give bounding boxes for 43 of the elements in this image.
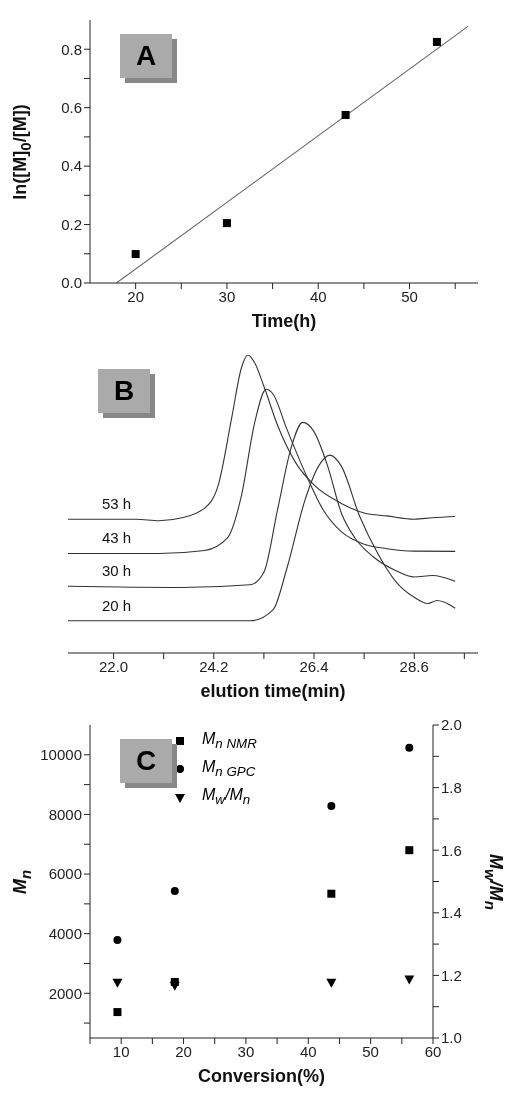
x-axis-title: Time(h) bbox=[250, 311, 318, 332]
y-tick-label: 4000 bbox=[48, 924, 82, 942]
x-tick-label: 40 bbox=[299, 1042, 317, 1060]
text: A bbox=[120, 34, 172, 78]
x-tick-label: 30 bbox=[218, 287, 236, 305]
y-tick-label: 2000 bbox=[48, 984, 82, 1002]
text: C bbox=[120, 739, 172, 783]
x-axis-title: Conversion(%) bbox=[197, 1066, 326, 1087]
series-label: 20 h bbox=[102, 596, 132, 614]
x-tick-label: 20 bbox=[127, 287, 144, 305]
series-label: 43 h bbox=[102, 529, 132, 547]
series-label: 53 h bbox=[102, 495, 132, 513]
legend-label: M$_{n NMR}$ bbox=[202, 730, 257, 752]
y2-tick-label: 1.0 bbox=[441, 1029, 462, 1047]
x-tick-label: 22.0 bbox=[98, 657, 129, 675]
y-tick-label: 0.6 bbox=[61, 98, 82, 116]
y-tick-label: 10000 bbox=[40, 746, 82, 764]
series-label: 30 h bbox=[102, 562, 132, 580]
y2-tick-label: 1.4 bbox=[441, 904, 462, 922]
x-tick-label: 10 bbox=[112, 1042, 130, 1060]
y-tick-label: 0.2 bbox=[61, 215, 82, 233]
y2-tick-label: 2.0 bbox=[441, 716, 462, 734]
y-tick-label: 0.8 bbox=[61, 40, 82, 58]
x-tick-label: 20 bbox=[175, 1042, 192, 1060]
x-tick-label: 40 bbox=[309, 287, 327, 305]
y-tick-label: 0.4 bbox=[61, 157, 82, 175]
x-tick-label: 30 bbox=[237, 1042, 255, 1060]
legend-label: M$_{n GPC}$ bbox=[202, 758, 256, 780]
x-tick-label: 50 bbox=[362, 1042, 379, 1060]
x-tick-label: 28.6 bbox=[399, 657, 429, 675]
legend-label: M$_{w}$/M$_{n}$ bbox=[202, 786, 251, 808]
x-tick-label: 60 bbox=[424, 1042, 442, 1060]
x-axis-title: elution time(min) bbox=[199, 681, 347, 702]
y2-tick-label: 1.8 bbox=[441, 778, 462, 796]
x-tick-label: 24.2 bbox=[199, 657, 229, 675]
x-tick-label: 26.4 bbox=[299, 657, 329, 675]
y2-tick-label: 1.2 bbox=[441, 966, 462, 984]
y-tick-label: 0.0 bbox=[61, 274, 82, 292]
text: B bbox=[98, 369, 150, 413]
y-tick-label: 8000 bbox=[48, 805, 82, 823]
x-tick-label: 50 bbox=[401, 287, 418, 305]
y2-tick-label: 1.6 bbox=[441, 841, 462, 859]
y-tick-label: 6000 bbox=[48, 865, 82, 883]
